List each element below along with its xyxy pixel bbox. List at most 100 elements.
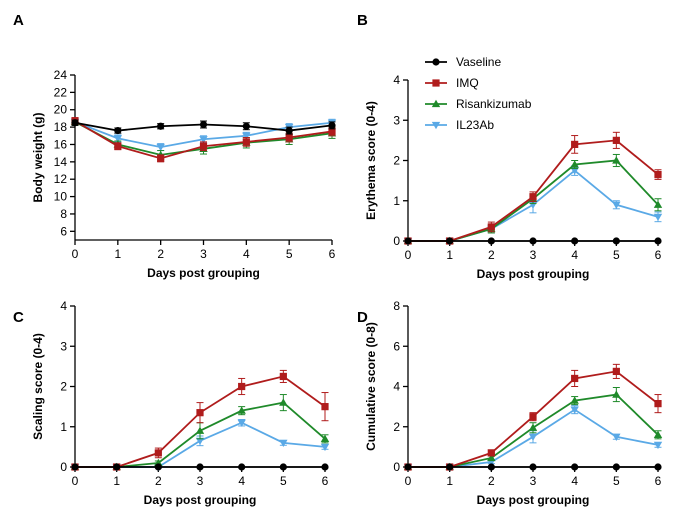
data-point-risankizumab <box>320 434 330 442</box>
y-axis-title: Erythema score (0-4) <box>364 101 378 220</box>
data-point-il23ab <box>195 437 205 446</box>
legend: Vaseline IMQ Risankizumab IL23Ab <box>425 55 532 132</box>
x-tick-label: 0 <box>72 474 79 488</box>
data-point-vaseline <box>529 463 537 471</box>
y-tick-label: 0 <box>60 460 67 474</box>
series-imq <box>71 117 336 163</box>
data-point-il23ab <box>653 441 663 450</box>
data-point-imq <box>529 193 537 201</box>
data-point-il23ab <box>279 439 288 448</box>
x-tick-label: 1 <box>446 248 453 262</box>
panel-d: D 0 1 2 3 4 5 6 0 2 4 6 8 Days post grouping Cumulativ… <box>357 299 663 507</box>
legend-label: Risankizumab <box>456 97 532 111</box>
x-tick-label: 1 <box>113 474 120 488</box>
x-tick-label: 3 <box>200 247 207 261</box>
y-axis-title: Scaling score (0-4) <box>31 333 45 440</box>
legend-item-imq: IMQ <box>425 76 479 90</box>
data-point-risankizumab <box>237 406 246 414</box>
data-point-vaseline <box>279 463 287 471</box>
data-point-risankizumab <box>653 430 663 438</box>
y-tick-label: 12 <box>54 172 68 186</box>
data-point-vaseline <box>446 463 454 471</box>
data-point-il23ab <box>320 443 330 452</box>
panel-letter: C <box>13 309 24 326</box>
legend-item-vaseline: Vaseline <box>425 55 501 69</box>
x-tick-label: 3 <box>530 474 537 488</box>
series-vaseline <box>404 237 662 245</box>
panel-letter: B <box>357 12 368 29</box>
data-point-vaseline <box>404 237 412 245</box>
data-point-il23ab <box>570 406 579 414</box>
data-point-imq <box>238 382 246 391</box>
data-point-vaseline <box>157 122 165 130</box>
legend-marker-vaseline <box>432 58 440 66</box>
y-tick-label: 2 <box>393 420 400 434</box>
y-tick-label: 2 <box>393 154 400 168</box>
series-vaseline <box>71 119 336 135</box>
y-tick-label: 20 <box>54 103 68 117</box>
series-vaseline <box>71 463 329 471</box>
data-point-il23ab <box>528 433 538 442</box>
legend-marker-imq <box>432 79 440 87</box>
data-point-vaseline <box>321 463 329 471</box>
series-vaseline <box>404 463 662 471</box>
x-tick-label: 6 <box>329 247 336 261</box>
data-point-il23ab <box>156 143 165 152</box>
series-imq <box>71 369 329 471</box>
x-tick-label: 4 <box>238 474 245 488</box>
x-tick-label: 2 <box>488 474 495 488</box>
data-point-vaseline <box>238 463 246 471</box>
panel-letter: A <box>13 12 24 29</box>
data-point-imq <box>612 136 620 144</box>
data-point-risankizumab <box>612 390 621 398</box>
y-tick-label: 10 <box>54 190 68 204</box>
data-point-il23ab <box>242 132 251 140</box>
data-point-risankizumab <box>570 160 579 168</box>
data-point-vaseline <box>196 463 204 471</box>
data-point-imq <box>529 413 537 421</box>
y-tick-label: 8 <box>60 207 67 221</box>
data-point-risankizumab <box>487 453 496 462</box>
data-point-vaseline <box>612 237 620 245</box>
y-tick-label: 0 <box>393 234 400 248</box>
y-tick-label: 4 <box>393 73 400 87</box>
x-tick-label: 2 <box>488 248 495 262</box>
y-tick-label: 22 <box>54 85 68 99</box>
data-point-imq <box>196 409 204 417</box>
data-point-imq <box>328 127 336 136</box>
data-point-il23ab <box>612 433 621 442</box>
data-point-il23ab <box>570 167 579 175</box>
data-point-vaseline <box>654 237 662 245</box>
data-point-imq <box>654 170 662 179</box>
x-tick-label: 0 <box>72 247 79 261</box>
data-point-imq <box>154 449 162 457</box>
x-tick-label: 5 <box>613 248 620 262</box>
y-tick-label: 0 <box>393 460 400 474</box>
data-point-vaseline <box>612 463 620 471</box>
data-point-vaseline <box>242 122 250 130</box>
x-tick-label: 2 <box>157 247 164 261</box>
series-il23ab <box>403 165 663 246</box>
data-point-vaseline <box>113 463 121 471</box>
data-point-vaseline <box>328 121 336 129</box>
y-tick-label: 6 <box>393 339 400 353</box>
data-point-vaseline <box>487 237 495 245</box>
y-tick-label: 3 <box>393 113 400 127</box>
y-tick-label: 16 <box>54 137 68 151</box>
x-tick-label: 4 <box>243 247 250 261</box>
panel-letter: D <box>357 309 368 326</box>
data-point-il23ab <box>113 135 123 143</box>
legend-item-risankizumab: Risankizumab <box>425 97 532 111</box>
x-tick-label: 5 <box>613 474 620 488</box>
data-point-risankizumab <box>528 423 538 431</box>
x-tick-label: 0 <box>405 248 412 262</box>
data-point-vaseline <box>285 126 293 135</box>
x-axis-title: Days post grouping <box>477 267 590 281</box>
x-tick-label: 0 <box>405 474 412 488</box>
y-axis-title: Cumulative score (0-8) <box>364 322 378 451</box>
x-tick-label: 1 <box>446 474 453 488</box>
series-imq <box>404 363 662 471</box>
data-point-imq <box>279 372 287 381</box>
